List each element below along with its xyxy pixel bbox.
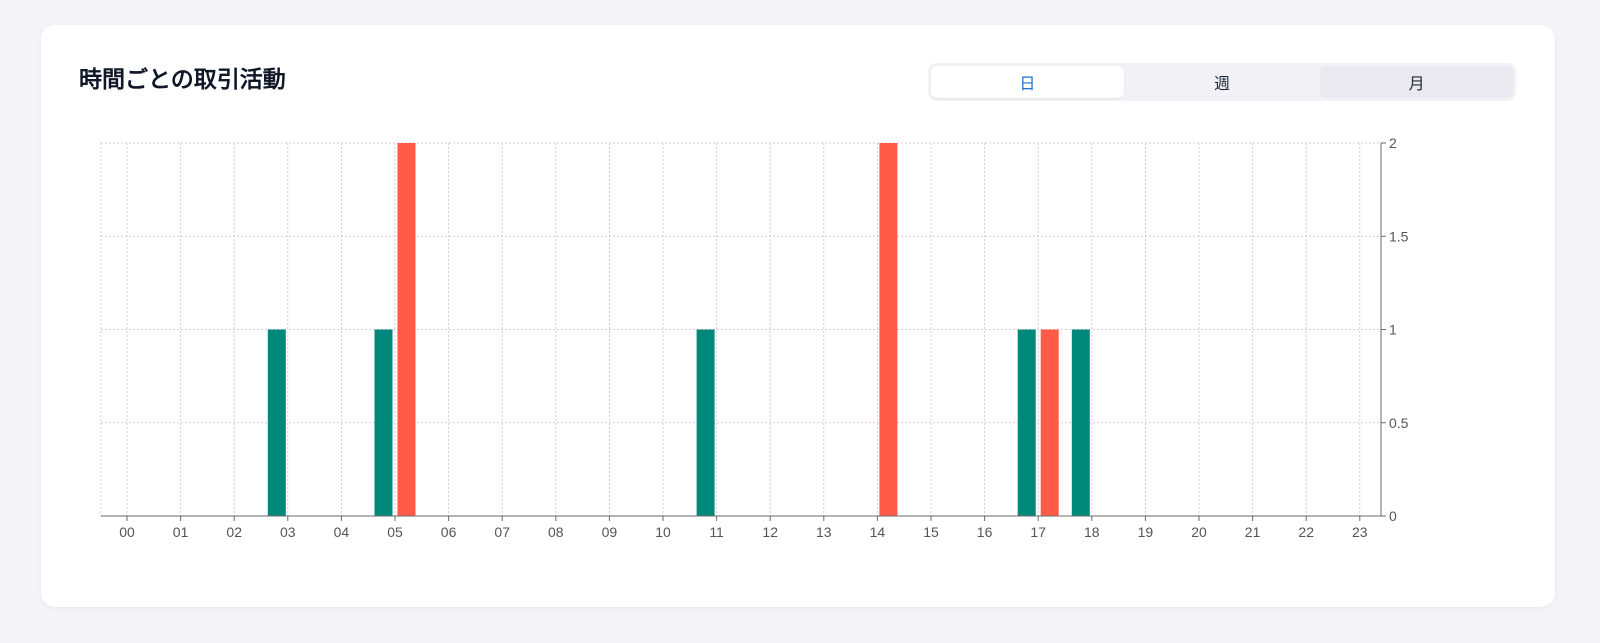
- x-tick-label: 14: [870, 524, 886, 540]
- bar: [374, 329, 393, 516]
- x-tick-label: 19: [1138, 524, 1154, 540]
- bar: [879, 143, 898, 516]
- x-tick-label: 02: [226, 524, 242, 540]
- x-tick-label: 20: [1191, 524, 1207, 540]
- y-tick-label: 0: [1389, 508, 1397, 524]
- x-tick-label: 21: [1245, 524, 1261, 540]
- x-tick-label: 10: [655, 524, 671, 540]
- x-tick-label: 16: [977, 524, 993, 540]
- x-tick-label: 05: [387, 524, 403, 540]
- x-tick-label: 01: [173, 524, 189, 540]
- bar: [696, 329, 715, 516]
- x-tick-label: 06: [441, 524, 457, 540]
- tab-day[interactable]: 日: [931, 66, 1124, 98]
- hourly-activity-chart: 00 01 02 03 04 05 06 07 08 09 10 11 12 13 14 15 16 17 18 19…: [100, 135, 1409, 540]
- x-tick-label: 04: [334, 524, 350, 540]
- x-tick-label: 03: [280, 524, 296, 540]
- card-title: 時間ごとの取引活動: [79, 67, 286, 93]
- x-tick-label: 18: [1084, 524, 1100, 540]
- x-tick-label: 22: [1298, 524, 1314, 540]
- x-tick-label: 09: [602, 524, 618, 540]
- tab-week[interactable]: 週: [1126, 66, 1319, 98]
- x-tick-label: 13: [816, 524, 832, 540]
- x-tick-label: 11: [709, 524, 724, 540]
- bar: [397, 143, 416, 516]
- x-tick-label: 08: [548, 524, 564, 540]
- x-tick-label: 17: [1030, 524, 1046, 540]
- y-tick-label: 0.5: [1389, 415, 1409, 431]
- period-selector: 日 週 月: [928, 63, 1516, 101]
- x-tick-label: 12: [762, 524, 778, 540]
- bar: [1040, 329, 1059, 516]
- y-tick-label: 1.5: [1389, 228, 1409, 244]
- x-tick-label: 07: [494, 524, 510, 540]
- y-tick-label: 2: [1389, 135, 1397, 151]
- x-tick-label: 23: [1352, 524, 1368, 540]
- x-tick-label: 00: [119, 524, 135, 540]
- bar: [267, 329, 286, 516]
- x-tick-label: 15: [923, 524, 939, 540]
- bar: [1071, 329, 1090, 516]
- y-tick-label: 1: [1389, 322, 1397, 338]
- bar: [1017, 329, 1036, 516]
- hourly-activity-card: 時間ごとの取引活動 日 週 月 00 01 02 03 04 05 06 07 08 09 10 11…: [41, 25, 1555, 607]
- tab-month[interactable]: 月: [1320, 66, 1514, 98]
